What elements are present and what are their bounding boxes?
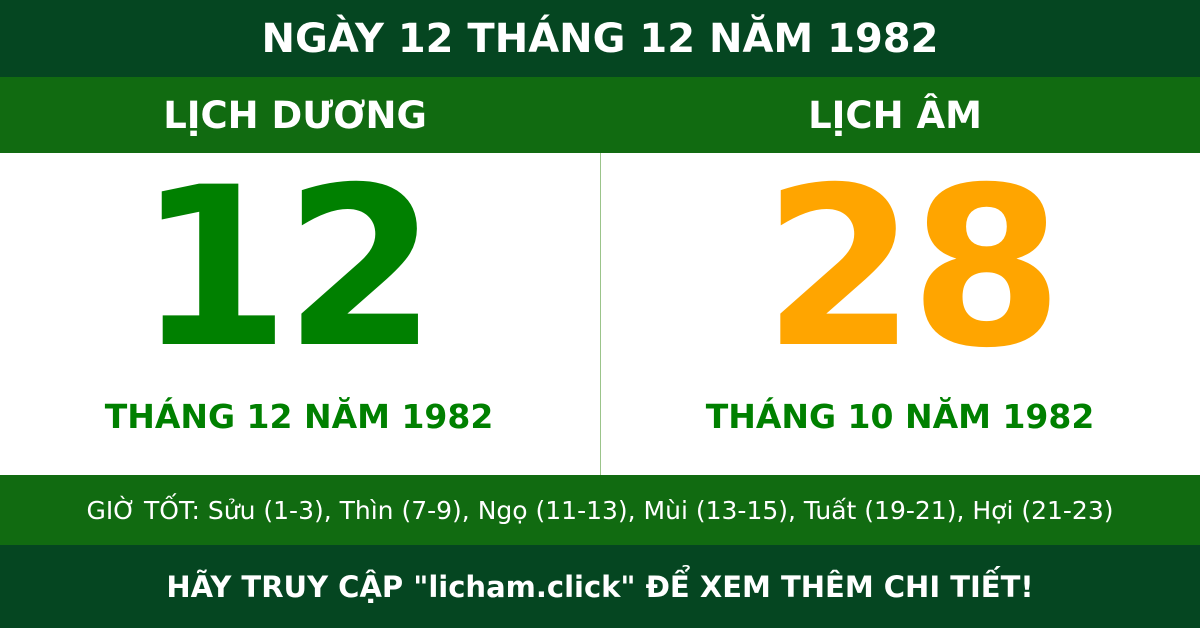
solar-month-year: THÁNG 12 NĂM 1982 [104, 397, 494, 436]
divider [600, 153, 601, 475]
footer-cta: HÃY TRUY CẬP "licham.click" ĐỂ XEM THÊM … [0, 545, 1200, 628]
lunar-column: 28 THÁNG 10 NĂM 1982 [601, 153, 1199, 475]
good-hours: GIỜ TỐT: Sửu (1-3), Thìn (7-9), Ngọ (11-… [0, 475, 1200, 545]
lunar-heading: LỊCH ÂM [808, 93, 982, 137]
lunar-month-year: THÁNG 10 NĂM 1982 [705, 397, 1095, 436]
lunar-day: 28 [762, 140, 1063, 396]
solar-day: 12 [136, 140, 437, 396]
solar-heading: LỊCH DƯƠNG [163, 93, 427, 137]
solar-column: 12 THÁNG 12 NĂM 1982 [0, 153, 598, 475]
page-title: NGÀY 12 THÁNG 12 NĂM 1982 [0, 0, 1200, 77]
date-panel: 12 THÁNG 12 NĂM 1982 28 THÁNG 10 NĂM 198… [0, 153, 1200, 475]
column-headers: LỊCH DƯƠNG LỊCH ÂM [0, 77, 1200, 153]
